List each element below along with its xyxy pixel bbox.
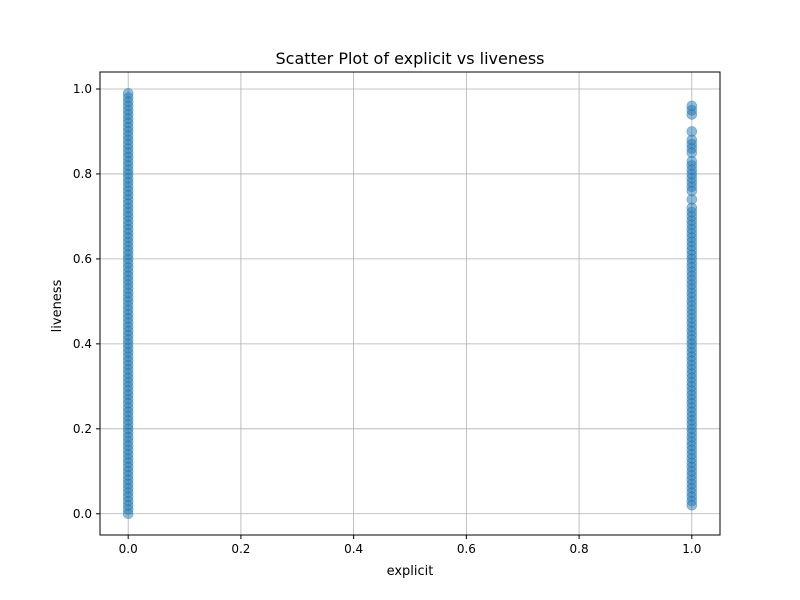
scatter-point	[686, 100, 698, 112]
x-tick-label: 1.0	[682, 542, 701, 556]
scatter-point	[122, 87, 134, 99]
x-tick-label: 0.4	[344, 542, 363, 556]
chart-title: Scatter Plot of explicit vs liveness	[276, 49, 545, 68]
y-tick-label: 1.0	[73, 82, 92, 96]
y-axis-label: liveness	[50, 279, 65, 332]
grid-lines	[100, 72, 720, 535]
plot-frame	[99, 71, 721, 536]
y-axis-ticks: 0.0 0.2 0.4 0.6 0.8 1.0	[73, 82, 100, 521]
y-tick-label: 0.6	[73, 252, 92, 266]
y-tick-label: 0.4	[73, 337, 92, 351]
scatter-point	[686, 126, 698, 137]
y-tick-label: 0.2	[73, 422, 92, 436]
y-tick-label: 0.8	[73, 167, 92, 181]
y-tick-label: 0.0	[73, 507, 92, 521]
x-axis-label: explicit	[387, 564, 434, 579]
x-tick-label: 0.2	[231, 542, 250, 556]
x-tick-label: 0.8	[570, 542, 589, 556]
x-tick-label: 0.6	[457, 542, 476, 556]
x-tick-label: 0.0	[119, 542, 138, 556]
data-points	[122, 87, 698, 520]
x-axis-ticks: 0.0 0.2 0.4 0.6 0.8 1.0	[119, 535, 701, 556]
